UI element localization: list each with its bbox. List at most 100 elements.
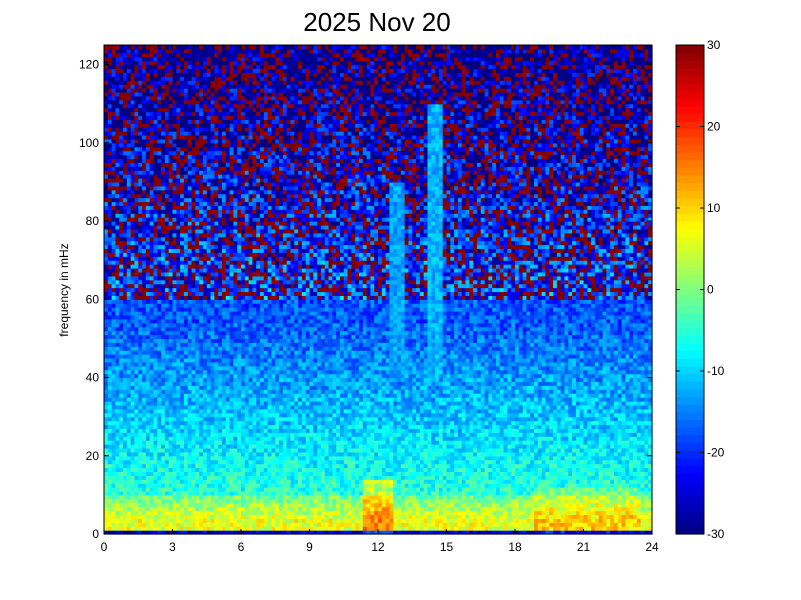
heatmap-cell	[161, 483, 166, 488]
heatmap-cell	[412, 510, 417, 516]
heatmap-cell	[351, 483, 356, 488]
heatmap-cell	[260, 494, 265, 500]
heatmap-cell	[423, 530, 429, 535]
heatmap-cell	[438, 475, 444, 480]
heatmap-cell	[324, 526, 330, 531]
heatmap-cell	[427, 428, 432, 433]
heatmap-cell	[187, 440, 193, 445]
heatmap-cell	[553, 490, 558, 496]
heatmap-cell	[461, 416, 467, 422]
heatmap-cell	[632, 432, 638, 437]
heatmap-cell	[545, 432, 550, 437]
heatmap-cell	[480, 397, 486, 402]
heatmap-cell	[351, 447, 356, 453]
heatmap-cell	[111, 498, 117, 504]
heatmap-cell	[511, 487, 516, 492]
heatmap-cell	[221, 494, 227, 500]
heatmap-cell	[408, 471, 413, 476]
heatmap-cell	[362, 475, 368, 480]
heatmap-cell	[568, 467, 573, 473]
heatmap-cell	[248, 408, 254, 414]
heatmap-cell	[362, 447, 368, 453]
heatmap-cell	[145, 451, 151, 457]
heatmap-cell	[164, 404, 170, 410]
heatmap-cell	[126, 432, 132, 437]
heatmap-cell	[397, 404, 402, 410]
heatmap-cell	[518, 412, 524, 418]
heatmap-cell	[176, 408, 181, 414]
heatmap-cell	[176, 526, 181, 531]
heatmap-cell	[286, 459, 292, 465]
heatmap-cell	[640, 420, 645, 426]
heatmap-cell	[119, 440, 124, 445]
heatmap-cell	[579, 514, 585, 519]
heatmap-cell	[515, 510, 520, 516]
heatmap-cell	[412, 404, 417, 410]
heatmap-cell	[613, 424, 619, 429]
heatmap-cell	[378, 498, 383, 504]
heatmap-cell	[218, 510, 223, 516]
heatmap-cell	[564, 490, 569, 496]
heatmap-cell	[248, 404, 254, 410]
heatmap-cell	[625, 459, 630, 465]
heatmap-cell	[556, 424, 562, 429]
heatmap-cell	[142, 502, 147, 508]
heatmap-cell	[587, 455, 592, 461]
heatmap-cell	[438, 436, 444, 441]
heatmap-cell	[522, 506, 528, 512]
heatmap-cell	[636, 447, 642, 453]
heatmap-cell	[183, 483, 189, 488]
heatmap-cell	[541, 487, 547, 492]
heatmap-cell	[560, 502, 566, 508]
heatmap-cell	[362, 526, 368, 531]
heatmap-cell	[275, 455, 280, 461]
heatmap-cell	[149, 483, 155, 488]
heatmap-cell	[625, 412, 630, 418]
heatmap-cell	[233, 490, 238, 496]
heatmap-cell	[397, 412, 402, 418]
heatmap-cell	[511, 455, 516, 461]
heatmap-cell	[320, 416, 326, 422]
heatmap-cell	[366, 506, 371, 512]
heatmap-cell	[374, 518, 379, 523]
heatmap-cell	[241, 530, 246, 535]
heatmap-cell	[587, 475, 592, 480]
heatmap-cell	[613, 530, 619, 535]
heatmap-cell	[324, 432, 330, 437]
heatmap-cell	[301, 475, 307, 480]
heatmap-cell	[644, 424, 649, 429]
heatmap-cell	[404, 420, 410, 426]
heatmap-cell	[400, 471, 406, 476]
heatmap-cell	[629, 475, 634, 480]
heatmap-cell	[332, 467, 337, 473]
heatmap-cell	[256, 467, 261, 473]
heatmap-cell	[176, 487, 181, 492]
heatmap-cell	[126, 463, 132, 469]
heatmap-cell	[378, 490, 383, 496]
heatmap-cell	[484, 436, 489, 441]
heatmap-cell	[374, 483, 379, 488]
heatmap-cell	[423, 498, 429, 504]
heatmap-cell	[221, 475, 227, 480]
heatmap-cell	[191, 432, 196, 437]
heatmap-cell	[515, 440, 520, 445]
heatmap-cell	[199, 455, 204, 461]
heatmap-cell	[560, 459, 566, 465]
heatmap-cell	[104, 475, 109, 480]
heatmap-cell	[248, 526, 254, 531]
heatmap-cell	[575, 487, 581, 492]
heatmap-cell	[602, 526, 607, 531]
heatmap-cell	[149, 526, 155, 531]
heatmap-cell	[351, 459, 356, 465]
heatmap-cell	[343, 479, 349, 484]
heatmap-cell	[172, 447, 177, 453]
heatmap-cell	[339, 490, 345, 496]
heatmap-cell	[591, 487, 596, 492]
heatmap-cell	[271, 400, 276, 406]
heatmap-cell	[579, 447, 585, 453]
heatmap-cell	[328, 397, 333, 402]
heatmap-cell	[145, 518, 151, 523]
heatmap-cell	[130, 490, 136, 496]
heatmap-cell	[199, 444, 204, 449]
heatmap-cell	[427, 471, 432, 476]
